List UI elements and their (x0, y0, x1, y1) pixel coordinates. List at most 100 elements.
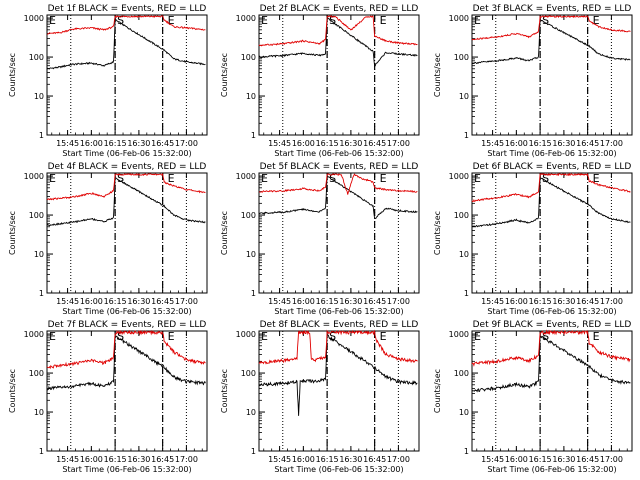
chart-panel-3: Det 3f BLACK = Events, RED = LLD 1 10 100 10… (433, 4, 633, 158)
marker-label-S: S (329, 330, 336, 343)
marker-label-E: E (380, 330, 387, 343)
y-tick-label: 10 (34, 92, 44, 101)
chart-panel-7: Det 7f BLACK = Events, RED = LLD 1 10 100 10… (8, 320, 208, 474)
series-line-lld (471, 329, 631, 367)
plot-frame (258, 14, 420, 136)
marker-label-E: E (168, 172, 175, 185)
x-axis-label: Start Time (06-Feb-06 15:32:00) (62, 465, 191, 474)
y-tick-label: 10 (459, 408, 469, 417)
x-tick-label: 16:15 (104, 455, 127, 464)
y-axis-label: Counts/sec (8, 211, 17, 255)
y-axis-label: Counts/sec (8, 53, 17, 97)
x-tick-label: 17:00 (387, 455, 410, 464)
x-tick-label: 17:00 (175, 297, 198, 306)
series-line-events (471, 177, 631, 228)
marker-label-E: E (380, 14, 387, 27)
marker-label-E-start: E (49, 330, 56, 343)
x-tick-label: 15:45 (268, 297, 291, 306)
marker-label-E-start: E (474, 14, 481, 27)
chart-panel-5: Det 5f BLACK = Events, RED = LLD 1 10 100 10… (220, 162, 420, 316)
y-tick-label: 100 (454, 53, 469, 62)
series-line-events (471, 18, 631, 65)
chart-title: Det 1f BLACK = Events, RED = LLD (48, 4, 207, 14)
x-tick-label: 16:00 (505, 139, 528, 148)
x-tick-label: 16:45 (151, 139, 174, 148)
x-tick-label: 16:00 (80, 139, 103, 148)
chart-panel-2: Det 2f BLACK = Events, RED = LLD 1 10 100 10… (220, 4, 420, 158)
x-tick-label: 16:00 (505, 455, 528, 464)
x-tick-label: 16:15 (529, 455, 552, 464)
series-line-lld (258, 329, 418, 365)
marker-label-E: E (380, 172, 387, 185)
marker-label-S: S (542, 172, 549, 185)
marker-label-S: S (542, 330, 549, 343)
plot-frame (46, 330, 208, 452)
marker-label-S: S (542, 14, 549, 27)
y-tick-label: 1000 (449, 172, 469, 181)
x-axis-label: Start Time (06-Feb-06 15:32:00) (274, 465, 403, 474)
x-tick-label: 16:30 (127, 139, 150, 148)
y-tick-label: 1000 (449, 330, 469, 339)
marker-label-E-start: E (261, 14, 268, 27)
marker-label-E-start: E (474, 172, 481, 185)
x-tick-label: 16:15 (104, 297, 127, 306)
y-tick-label: 10 (246, 92, 256, 101)
chart-title: Det 3f BLACK = Events, RED = LLD (473, 4, 632, 14)
y-tick-label: 1 (251, 447, 256, 456)
marker-label-E: E (593, 172, 600, 185)
x-tick-label: 15:45 (56, 455, 79, 464)
plot-frame (46, 14, 208, 136)
x-tick-label: 16:15 (316, 455, 339, 464)
y-axis-label: Counts/sec (433, 211, 442, 255)
x-tick-label: 16:15 (316, 139, 339, 148)
marker-label-E: E (593, 330, 600, 343)
chart-title: Det 2f BLACK = Events, RED = LLD (260, 4, 419, 14)
marker-label-S: S (117, 172, 124, 185)
y-tick-label: 100 (29, 53, 44, 62)
x-tick-label: 15:45 (481, 455, 504, 464)
marker-label-E-start: E (261, 330, 268, 343)
y-tick-label: 100 (241, 369, 256, 378)
series-line-events (258, 17, 418, 67)
x-tick-label: 16:00 (80, 455, 103, 464)
x-tick-label: 16:00 (80, 297, 103, 306)
x-tick-label: 16:00 (505, 297, 528, 306)
y-axis-label: Counts/sec (220, 211, 229, 255)
marker-label-E-start: E (474, 330, 481, 343)
series-line-lld (46, 172, 206, 201)
y-tick-label: 1 (251, 289, 256, 298)
chart-title: Det 7f BLACK = Events, RED = LLD (48, 320, 207, 330)
x-tick-label: 16:30 (552, 297, 575, 306)
series-line-lld (259, 173, 418, 195)
x-tick-label: 16:15 (529, 297, 552, 306)
y-tick-label: 1000 (236, 330, 256, 339)
marker-label-E-start: E (49, 172, 56, 185)
marker-label-S: S (117, 330, 124, 343)
chart-panel-1: Det 1f BLACK = Events, RED = LLD 1 10 100 10… (8, 4, 208, 158)
x-axis-label: Start Time (06-Feb-06 15:32:00) (62, 307, 191, 316)
x-tick-label: 16:30 (339, 139, 362, 148)
y-tick-label: 10 (459, 250, 469, 259)
plot-frame (471, 14, 633, 136)
y-tick-label: 100 (454, 369, 469, 378)
chart-panel-9: Det 9f BLACK = Events, RED = LLD 1 10 100 10… (433, 320, 633, 474)
y-tick-label: 100 (241, 53, 256, 62)
series-line-lld (471, 15, 631, 41)
x-tick-label: 16:30 (339, 455, 362, 464)
y-tick-label: 1000 (449, 14, 469, 23)
x-tick-label: 15:45 (56, 297, 79, 306)
x-tick-label: 17:00 (600, 297, 623, 306)
y-tick-label: 10 (246, 408, 256, 417)
chart-title: Det 4f BLACK = Events, RED = LLD (48, 162, 207, 172)
x-tick-label: 16:30 (552, 455, 575, 464)
x-tick-label: 16:00 (292, 139, 315, 148)
chart-title: Det 9f BLACK = Events, RED = LLD (473, 320, 632, 330)
x-tick-label: 16:00 (292, 455, 315, 464)
y-tick-label: 1000 (24, 172, 44, 181)
x-axis-label: Start Time (06-Feb-06 15:32:00) (274, 149, 403, 158)
x-tick-label: 16:45 (576, 297, 599, 306)
y-axis-label: Counts/sec (220, 369, 229, 413)
y-tick-label: 1000 (236, 14, 256, 23)
marker-label-E: E (168, 330, 175, 343)
